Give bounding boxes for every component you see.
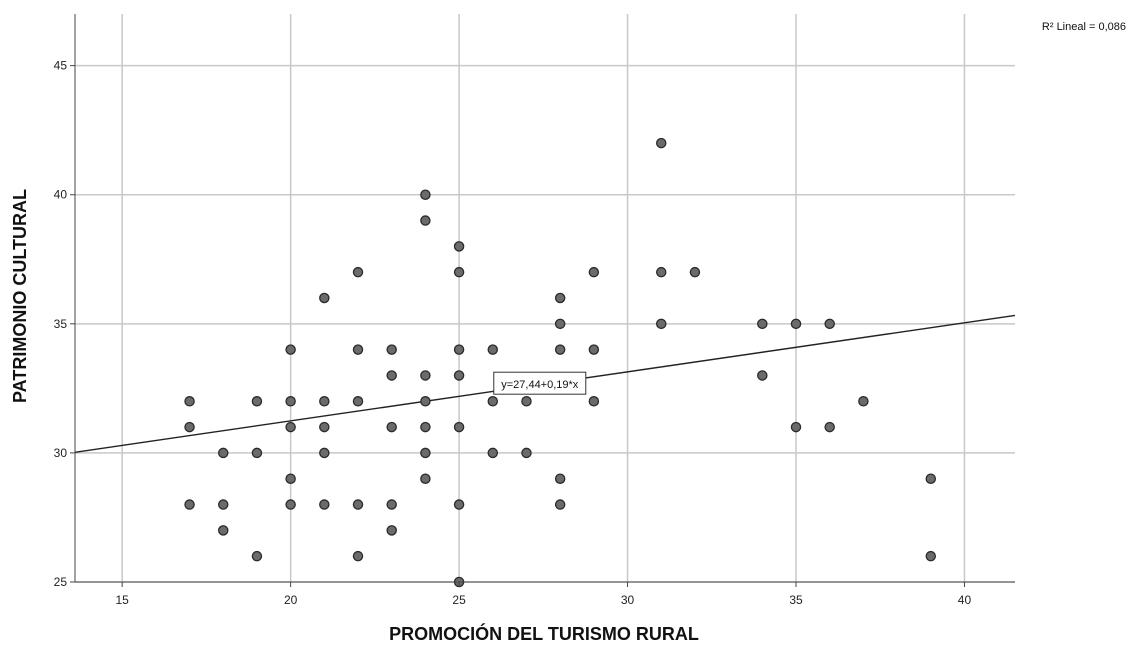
data-point — [790, 318, 802, 330]
data-point — [386, 525, 397, 536]
data-point — [420, 447, 431, 459]
data-point — [285, 421, 296, 433]
data-point — [487, 344, 499, 355]
x-tick-label: 30 — [621, 593, 635, 607]
tick-labels: 15 20 25 30 35 40 25 30 35 40 45 — [54, 59, 972, 607]
data-point — [554, 473, 566, 484]
data-point — [453, 344, 465, 355]
data-point — [554, 292, 566, 304]
y-tick-label: 30 — [54, 446, 68, 460]
data-point — [184, 499, 195, 510]
data-point — [352, 266, 364, 278]
data-point — [554, 344, 566, 355]
data-point — [285, 473, 296, 484]
data-point — [757, 370, 768, 381]
data-point — [319, 421, 330, 433]
data-point — [925, 473, 937, 484]
data-point — [386, 421, 397, 433]
data-point — [655, 266, 667, 278]
data-point — [453, 266, 465, 278]
data-point — [184, 421, 195, 433]
data-point — [251, 447, 263, 459]
data-points — [184, 137, 937, 588]
data-point — [521, 447, 532, 459]
data-point — [858, 396, 869, 407]
data-point — [824, 318, 835, 330]
data-point — [217, 447, 229, 459]
data-point — [217, 525, 229, 536]
data-point — [757, 318, 768, 330]
data-point — [588, 266, 600, 278]
data-point — [352, 499, 364, 510]
data-point — [184, 396, 195, 407]
data-point — [285, 344, 296, 355]
data-point — [689, 266, 701, 278]
data-point — [386, 370, 397, 381]
data-point — [453, 421, 465, 433]
data-point — [824, 421, 835, 433]
data-point — [420, 473, 431, 484]
data-point — [352, 396, 364, 407]
data-point — [285, 396, 296, 407]
data-point — [453, 370, 465, 381]
data-point — [487, 447, 499, 459]
data-point — [319, 396, 330, 407]
data-point — [386, 344, 397, 355]
y-tick-label: 35 — [54, 317, 68, 331]
data-point — [319, 292, 330, 304]
data-point — [790, 421, 802, 433]
data-point — [319, 447, 330, 459]
x-tick-label: 15 — [115, 593, 129, 607]
y-tick-label: 45 — [54, 59, 68, 73]
fit-equation-label: y=27,44+0,19*x — [493, 371, 587, 395]
y-axis-title: PATRIMONIO CULTURAL — [10, 189, 30, 403]
data-point — [588, 396, 600, 407]
x-tick-label: 40 — [958, 593, 972, 607]
data-point — [251, 396, 263, 407]
fit-equation-text: y=27,44+0,19*x — [501, 379, 579, 391]
data-point — [453, 499, 465, 510]
data-point — [352, 344, 364, 355]
data-point — [217, 499, 229, 510]
data-point — [352, 550, 364, 562]
data-point — [420, 396, 431, 407]
data-point — [554, 318, 566, 330]
data-point — [319, 499, 330, 510]
data-point — [521, 396, 532, 407]
data-point — [588, 344, 600, 355]
x-tick-label: 20 — [284, 593, 298, 607]
axes — [70, 14, 1015, 587]
data-point — [487, 396, 499, 407]
data-point — [285, 499, 296, 510]
data-point — [420, 370, 431, 381]
x-tick-label: 35 — [789, 593, 803, 607]
data-point — [420, 421, 431, 433]
data-point — [655, 137, 667, 149]
y-tick-label: 40 — [54, 188, 68, 202]
y-tick-label: 25 — [54, 575, 68, 589]
data-point — [453, 241, 465, 252]
fit-equation-box — [493, 371, 587, 395]
x-axis-title: PROMOCIÓN DEL TURISMO RURAL — [389, 623, 699, 644]
data-point — [420, 215, 431, 226]
r-squared-label: R² Lineal = 0,086 — [1042, 21, 1126, 33]
data-point — [386, 499, 397, 510]
data-point — [655, 318, 667, 330]
data-point — [925, 550, 937, 562]
data-point — [554, 499, 566, 510]
grid-lines — [75, 14, 1015, 583]
data-point — [420, 189, 431, 200]
x-tick-label: 25 — [452, 593, 466, 607]
data-point — [251, 550, 263, 562]
